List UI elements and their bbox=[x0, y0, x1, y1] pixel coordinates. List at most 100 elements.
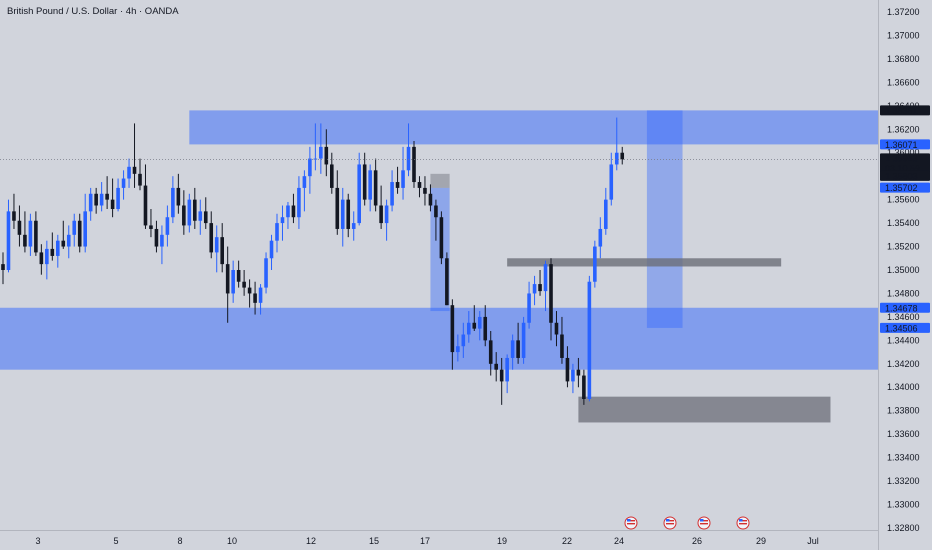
time-tick-label: 24 bbox=[614, 536, 624, 546]
candle-body bbox=[614, 152, 619, 165]
candle-body bbox=[423, 187, 427, 194]
candle-body bbox=[604, 199, 608, 229]
time-tick-label: 5 bbox=[113, 536, 118, 546]
candle-body bbox=[401, 170, 405, 188]
candle bbox=[121, 170, 126, 200]
candle bbox=[390, 170, 394, 212]
price-tick-label: 1.33800 bbox=[887, 406, 920, 416]
price-label: 1.35803 bbox=[880, 170, 930, 181]
candle-body bbox=[264, 258, 268, 288]
candle-body bbox=[521, 322, 526, 358]
candle-body bbox=[620, 152, 625, 160]
candle-body bbox=[110, 199, 115, 210]
candle-body bbox=[308, 158, 312, 177]
candle bbox=[56, 234, 60, 268]
candle bbox=[505, 354, 509, 394]
candle-body bbox=[127, 166, 131, 179]
candle bbox=[286, 201, 290, 229]
candle bbox=[362, 152, 367, 206]
candle bbox=[330, 152, 334, 194]
economic-event-icon[interactable] bbox=[697, 516, 711, 530]
price-axis[interactable]: 1.372001.370001.368001.366001.364001.362… bbox=[887, 7, 920, 533]
price-tick-label: 1.36800 bbox=[887, 54, 920, 64]
candle-body bbox=[488, 340, 493, 364]
candle-body bbox=[12, 211, 16, 221]
candle bbox=[521, 316, 526, 364]
candle-body bbox=[149, 225, 153, 229]
candle bbox=[483, 305, 488, 347]
candle-body bbox=[335, 187, 340, 229]
candle-body bbox=[1, 264, 5, 270]
candle bbox=[604, 187, 608, 235]
price-tick-label: 1.33400 bbox=[887, 453, 920, 463]
candle-body bbox=[499, 369, 504, 382]
time-tick-label: 22 bbox=[562, 536, 572, 546]
candle-body bbox=[23, 234, 27, 247]
candle bbox=[609, 152, 614, 206]
candle-body bbox=[138, 173, 142, 186]
low-gray-zone[interactable] bbox=[578, 396, 831, 423]
time-axis[interactable]: 3 5 8 10 12 15 17 19 22 24 26 29 Jul bbox=[35, 536, 818, 546]
candle-body bbox=[198, 211, 203, 221]
candle bbox=[395, 166, 400, 194]
candle-body bbox=[406, 146, 411, 171]
candle bbox=[302, 170, 307, 212]
candle-body bbox=[598, 228, 603, 247]
candle bbox=[176, 173, 181, 214]
candle bbox=[346, 193, 351, 238]
candle-body bbox=[99, 193, 104, 206]
price-tick-label: 1.32800 bbox=[887, 523, 920, 533]
candle-body bbox=[532, 284, 537, 294]
candle-body bbox=[236, 269, 241, 282]
candle bbox=[614, 117, 619, 171]
candle bbox=[258, 284, 263, 315]
economic-event-icon[interactable] bbox=[624, 516, 638, 530]
mid-gray-zone[interactable] bbox=[507, 258, 782, 267]
candle bbox=[543, 260, 548, 312]
candle bbox=[143, 164, 148, 229]
candle bbox=[165, 205, 170, 247]
candle-body bbox=[121, 178, 126, 188]
small-gray-zone[interactable] bbox=[430, 173, 450, 188]
time-tick-label: Jul bbox=[807, 536, 819, 546]
projection-box[interactable] bbox=[646, 110, 683, 328]
candle-body bbox=[428, 193, 433, 206]
candle-body bbox=[609, 164, 614, 200]
candle-body bbox=[72, 220, 77, 235]
candle bbox=[499, 357, 504, 405]
candle bbox=[554, 311, 559, 347]
candle bbox=[450, 299, 455, 370]
candle bbox=[527, 281, 531, 329]
candle-body bbox=[187, 199, 192, 226]
lower-blue-zone[interactable] bbox=[0, 307, 878, 370]
economic-event-icon[interactable] bbox=[663, 516, 677, 530]
price-label-text: 1.35702 bbox=[885, 183, 918, 193]
candle bbox=[160, 225, 164, 265]
candle bbox=[401, 146, 405, 200]
price-label-text: 1.34506 bbox=[885, 323, 918, 333]
candle-body bbox=[280, 217, 285, 224]
candle bbox=[50, 232, 55, 261]
candle bbox=[264, 252, 268, 294]
upper-blue-zone[interactable] bbox=[189, 110, 878, 145]
candle bbox=[593, 240, 597, 288]
candle-body bbox=[132, 166, 137, 174]
candle bbox=[412, 140, 416, 188]
candle-body bbox=[50, 248, 55, 256]
candle bbox=[110, 178, 115, 218]
candle bbox=[171, 176, 175, 224]
candle bbox=[434, 199, 438, 241]
candle-body bbox=[242, 281, 246, 288]
candle-body bbox=[160, 234, 164, 247]
economic-event-icon[interactable] bbox=[736, 516, 750, 530]
price-label-text: 1.35803 bbox=[885, 171, 918, 181]
candle bbox=[225, 246, 230, 323]
candle-body bbox=[516, 340, 520, 358]
price-label-text: 1.36361 bbox=[885, 106, 918, 116]
candle-body bbox=[225, 264, 230, 294]
candle-body bbox=[258, 287, 263, 303]
candle bbox=[538, 269, 542, 296]
